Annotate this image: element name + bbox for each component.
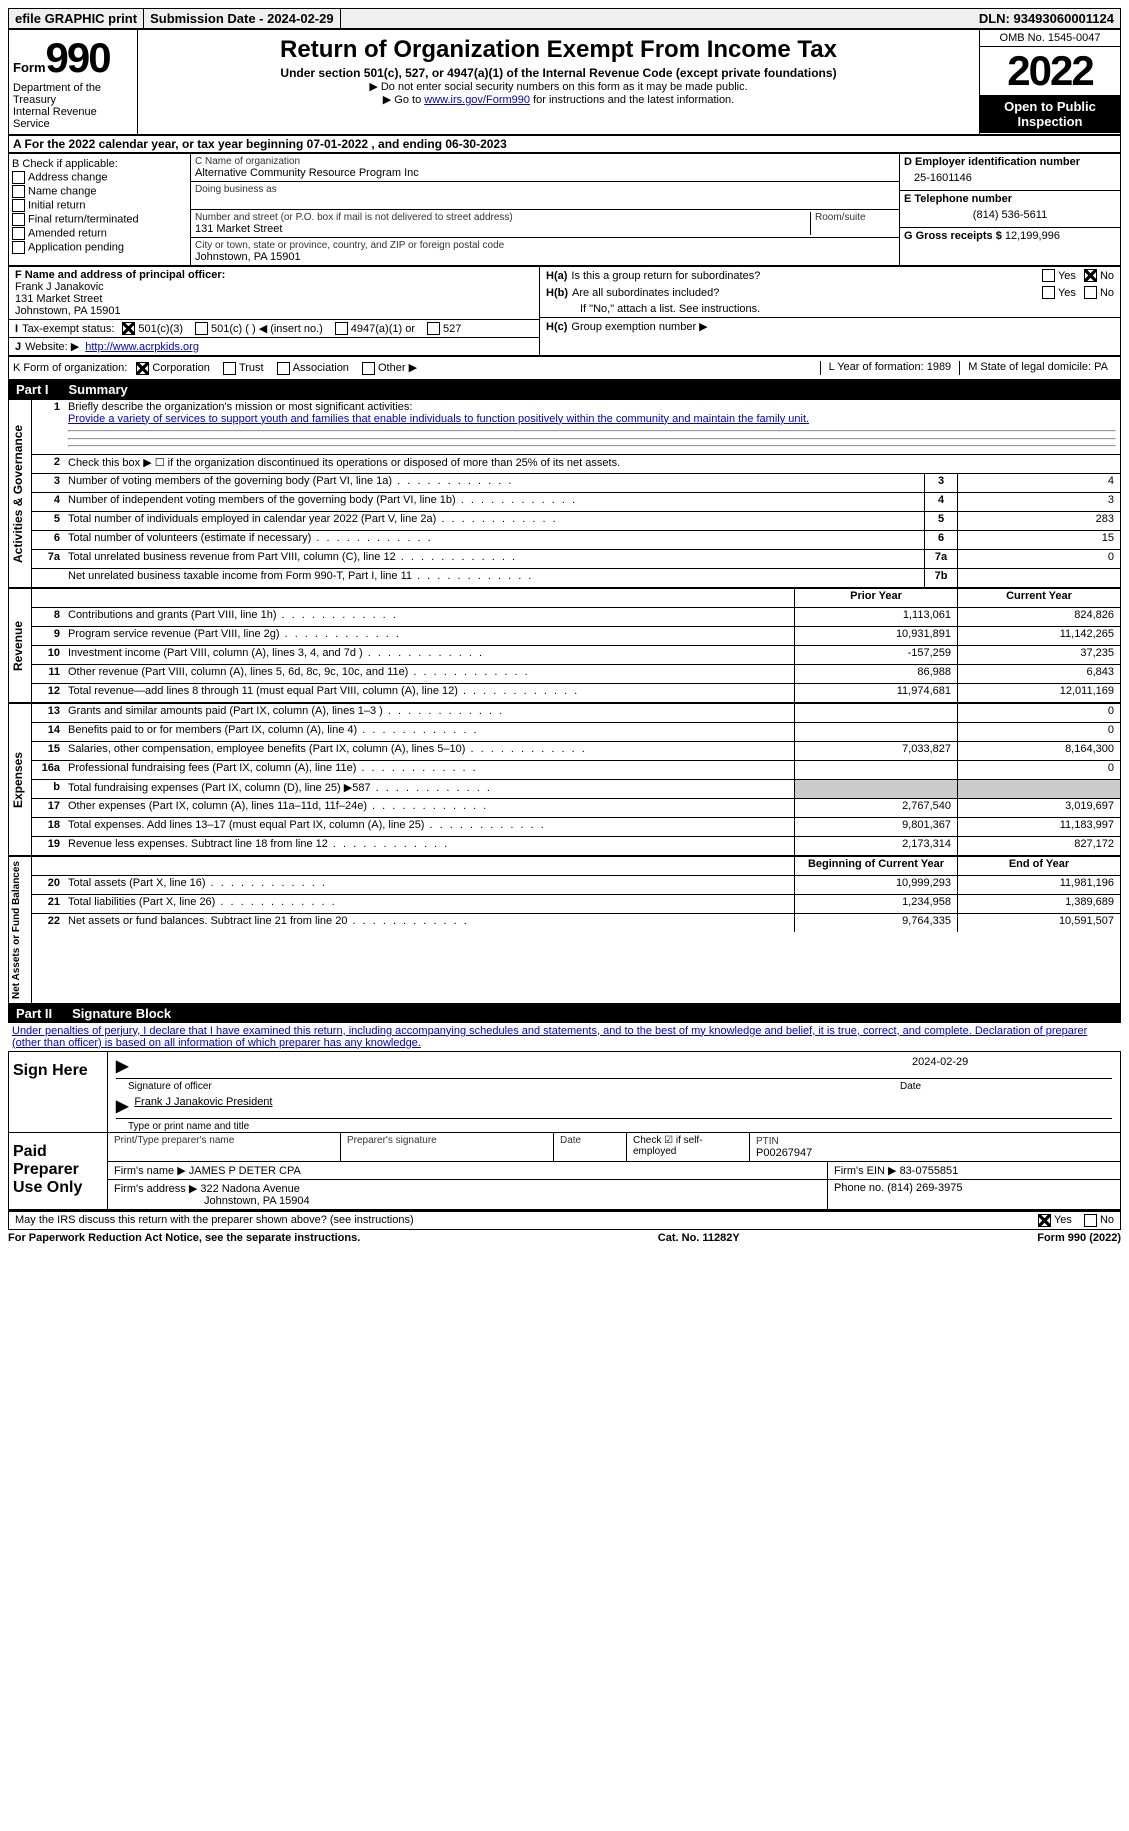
summary-netassets: Net Assets or Fund Balances Beginning of… bbox=[8, 856, 1121, 1004]
corp-check[interactable] bbox=[136, 362, 149, 375]
app-pending-check[interactable] bbox=[12, 241, 25, 254]
table-row: 5Total number of individuals employed in… bbox=[32, 512, 1120, 531]
section-klm: K Form of organization: Corporation Trus… bbox=[8, 356, 1121, 380]
table-row: 17Other expenses (Part IX, column (A), l… bbox=[32, 799, 1120, 818]
perjury-text: Under penalties of perjury, I declare th… bbox=[8, 1023, 1121, 1051]
group-return-no[interactable] bbox=[1084, 269, 1097, 282]
part1-header: Part I Summary bbox=[8, 380, 1121, 399]
table-row: 20Total assets (Part X, line 16)10,999,2… bbox=[32, 876, 1120, 895]
dept-treasury: Department of the Treasury bbox=[13, 82, 133, 106]
irs-label: Internal Revenue Service bbox=[13, 106, 133, 130]
section-b: B Check if applicable: Address change Na… bbox=[9, 154, 191, 265]
tax-year: 2022 bbox=[980, 47, 1120, 95]
firm-name: JAMES P DETER CPA bbox=[189, 1165, 301, 1177]
table-row: 16aProfessional fundraising fees (Part I… bbox=[32, 761, 1120, 780]
section-fhij: F Name and address of principal officer:… bbox=[8, 266, 1121, 356]
table-row: 3Number of voting members of the governi… bbox=[32, 474, 1120, 493]
side-revenue: Revenue bbox=[9, 589, 32, 702]
table-row: 12Total revenue—add lines 8 through 11 (… bbox=[32, 684, 1120, 702]
table-row: 9Program service revenue (Part VIII, lin… bbox=[32, 627, 1120, 646]
arrow-icon: ▶ bbox=[116, 1056, 128, 1076]
table-row: 6Total number of volunteers (estimate if… bbox=[32, 531, 1120, 550]
part2-header: Part II Signature Block bbox=[8, 1004, 1121, 1023]
table-row: 15Salaries, other compensation, employee… bbox=[32, 742, 1120, 761]
mission-text[interactable]: Provide a variety of services to support… bbox=[68, 413, 809, 425]
org-name: Alternative Community Resource Program I… bbox=[195, 167, 895, 179]
officer-sig-name: Frank J Janakovic President bbox=[134, 1096, 272, 1116]
form-number: Form990 bbox=[13, 34, 133, 82]
table-row: 10Investment income (Part VIII, column (… bbox=[32, 646, 1120, 665]
dln: DLN: 93493060001124 bbox=[973, 9, 1120, 28]
summary-revenue: Revenue Prior YearCurrent Year 8Contribu… bbox=[8, 588, 1121, 703]
section-a: A For the 2022 calendar year, or tax yea… bbox=[8, 135, 1121, 153]
table-row: Net unrelated business taxable income fr… bbox=[32, 569, 1120, 587]
section-c: C Name of organization Alternative Commu… bbox=[191, 154, 900, 265]
ein: 25-1601146 bbox=[904, 168, 1116, 188]
submission-date: Submission Date - 2024-02-29 bbox=[144, 9, 341, 28]
ptin: P00267947 bbox=[756, 1147, 812, 1159]
irs-link[interactable]: www.irs.gov/Form990 bbox=[424, 94, 530, 106]
table-row: 14Benefits paid to or for members (Part … bbox=[32, 723, 1120, 742]
form-header: Form990 Department of the Treasury Inter… bbox=[8, 29, 1121, 135]
initial-return-check[interactable] bbox=[12, 199, 25, 212]
table-row: 18Total expenses. Add lines 13–17 (must … bbox=[32, 818, 1120, 837]
501c3-check[interactable] bbox=[122, 322, 135, 335]
gross-receipts: 12,199,996 bbox=[1005, 230, 1060, 242]
table-row: bTotal fundraising expenses (Part IX, co… bbox=[32, 780, 1120, 799]
sign-here-label: Sign Here bbox=[9, 1052, 108, 1132]
table-row: 19Revenue less expenses. Subtract line 1… bbox=[32, 837, 1120, 855]
signature-block: Sign Here ▶ 2024-02-29 Signature of offi… bbox=[8, 1051, 1121, 1211]
table-row: 13Grants and similar amounts paid (Part … bbox=[32, 704, 1120, 723]
open-public-badge: Open to Public Inspection bbox=[980, 95, 1120, 133]
side-netassets: Net Assets or Fund Balances bbox=[9, 857, 32, 1003]
website-link[interactable]: http://www.acrpkids.org bbox=[85, 341, 199, 353]
section-bcd: B Check if applicable: Address change Na… bbox=[8, 153, 1121, 266]
name-change-check[interactable] bbox=[12, 185, 25, 198]
goto-note: ▶ Go to www.irs.gov/Form990 for instruct… bbox=[148, 93, 969, 106]
final-return-check[interactable] bbox=[12, 213, 25, 226]
org-address: 131 Market Street bbox=[195, 223, 810, 235]
page-footer: For Paperwork Reduction Act Notice, see … bbox=[8, 1230, 1121, 1246]
section-deg: D Employer identification number25-16011… bbox=[900, 154, 1120, 265]
efile-label: efile GRAPHIC print bbox=[9, 9, 144, 28]
officer-name: Frank J Janakovic bbox=[15, 281, 104, 293]
summary-expenses: Expenses 13Grants and similar amounts pa… bbox=[8, 703, 1121, 856]
form-subtitle: Under section 501(c), 527, or 4947(a)(1)… bbox=[148, 66, 969, 80]
side-governance: Activities & Governance bbox=[9, 400, 32, 587]
discuss-yes[interactable] bbox=[1038, 1214, 1051, 1227]
paid-preparer-label: Paid Preparer Use Only bbox=[9, 1133, 108, 1209]
table-row: 22Net assets or fund balances. Subtract … bbox=[32, 914, 1120, 932]
top-bar: efile GRAPHIC print Submission Date - 20… bbox=[8, 8, 1121, 29]
discuss-row: May the IRS discuss this return with the… bbox=[8, 1211, 1121, 1230]
omb-number: OMB No. 1545-0047 bbox=[980, 30, 1120, 47]
org-city: Johnstown, PA 15901 bbox=[195, 251, 895, 263]
summary-governance: Activities & Governance 1Briefly describ… bbox=[8, 399, 1121, 588]
table-row: 11Other revenue (Part VIII, column (A), … bbox=[32, 665, 1120, 684]
phone: (814) 536-5611 bbox=[904, 205, 1116, 225]
form-title: Return of Organization Exempt From Incom… bbox=[148, 36, 969, 64]
addr-change-check[interactable] bbox=[12, 171, 25, 184]
table-row: 7aTotal unrelated business revenue from … bbox=[32, 550, 1120, 569]
table-row: 4Number of independent voting members of… bbox=[32, 493, 1120, 512]
table-row: 8Contributions and grants (Part VIII, li… bbox=[32, 608, 1120, 627]
ssn-note: ▶ Do not enter social security numbers o… bbox=[148, 80, 969, 93]
table-row: 21Total liabilities (Part X, line 26)1,2… bbox=[32, 895, 1120, 914]
side-expenses: Expenses bbox=[9, 704, 32, 855]
amended-check[interactable] bbox=[12, 227, 25, 240]
